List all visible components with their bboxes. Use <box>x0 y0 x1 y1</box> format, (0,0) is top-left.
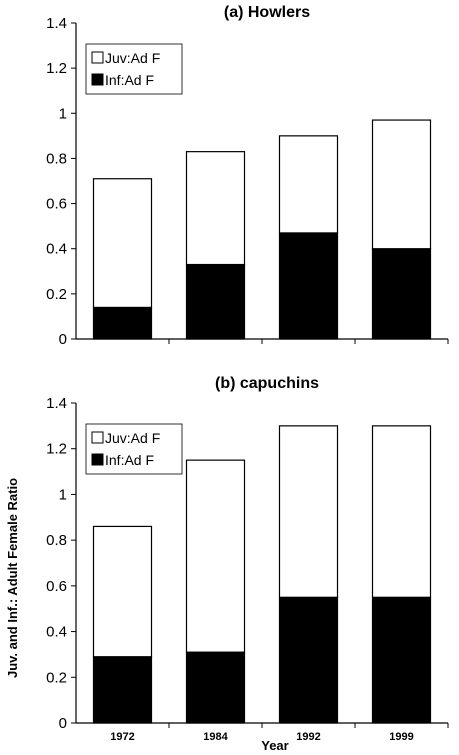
y-tick-label: 0 <box>59 331 67 348</box>
legend-label-inf: Inf:Ad F <box>105 452 154 468</box>
bar-juv-1992 <box>278 135 339 234</box>
chart-panel-howlers: (a) Howlers 0 0.2 0.4 0.6 0.8 1 1.2 1.4 Juv:Ad F I… <box>46 4 449 348</box>
y-tick-label: 0.8 <box>46 532 67 549</box>
chart-title-howlers: (a) Howlers <box>224 4 310 21</box>
bar-inf-1972 <box>92 306 153 340</box>
legend-label-juv: Juv:Ad F <box>105 430 160 446</box>
bar-juv-1972 <box>92 525 153 658</box>
bar-inf-1999 <box>371 596 432 724</box>
legend-label-inf: Inf:Ad F <box>105 72 154 88</box>
bar-juv-1999 <box>371 425 432 598</box>
y-tick-label: 0.2 <box>46 669 67 686</box>
y-tick-label: 1.2 <box>46 60 67 77</box>
y-tick-label: 1.4 <box>46 395 67 412</box>
x-tick-label: 1999 <box>389 731 413 743</box>
bar-inf-1992 <box>278 596 339 724</box>
y-tick-label: 0.4 <box>46 624 67 641</box>
y-tick-label: 1 <box>59 105 67 122</box>
chart-panel-capuchins: (b) capuchins 0 0.2 0.4 0.6 0.8 1 1.2 1.4 1972 198… <box>46 375 449 743</box>
y-tick-label: 1.2 <box>46 441 67 458</box>
y-tick-label: 0.2 <box>46 286 67 303</box>
y-tick-label: 0.6 <box>46 196 67 213</box>
y-tick-label: 1 <box>59 486 67 503</box>
bar-inf-1999 <box>371 248 432 340</box>
legend-swatch-juv <box>91 431 104 444</box>
bar-juv-1972 <box>92 178 153 309</box>
x-tick-label: 1984 <box>203 731 228 743</box>
bar-inf-1972 <box>92 656 153 724</box>
y-tick-label: 0.4 <box>46 241 67 258</box>
y-tick-label: 0 <box>59 715 67 732</box>
y-tick-label: 1.4 <box>46 15 67 32</box>
legend-label-juv: Juv:Ad F <box>105 50 160 66</box>
y-tick-label: 0.8 <box>46 150 67 167</box>
y-axis-title: Juv. and Inf.: Adult Female Ratio <box>5 478 20 678</box>
legend-swatch-inf <box>91 73 104 86</box>
bar-juv-1984 <box>185 459 246 653</box>
bar-inf-1984 <box>185 651 246 724</box>
bar-inf-1992 <box>278 232 339 340</box>
bar-inf-1984 <box>185 263 246 340</box>
legend-swatch-juv <box>91 51 104 64</box>
y-tick-label: 0.6 <box>46 578 67 595</box>
legend-swatch-inf <box>91 453 104 466</box>
chart-title-capuchins: (b) capuchins <box>215 375 319 392</box>
x-tick-label: 1972 <box>110 731 134 743</box>
bar-juv-1984 <box>185 151 246 266</box>
bar-juv-1992 <box>278 425 339 598</box>
bar-juv-1999 <box>371 119 432 250</box>
x-axis-title: Year <box>261 738 288 753</box>
legend-box <box>85 43 183 95</box>
x-tick-label: 1992 <box>296 731 320 743</box>
